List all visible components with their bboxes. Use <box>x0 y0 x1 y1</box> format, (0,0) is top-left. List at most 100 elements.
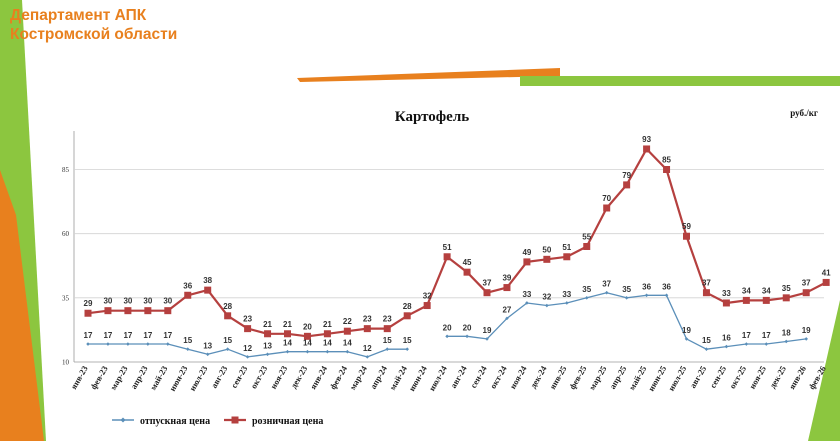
data-label-wholesale: 17 <box>742 331 751 340</box>
data-point-wholesale <box>185 347 190 351</box>
data-label-retail: 23 <box>363 315 372 324</box>
data-point-wholesale <box>584 296 589 300</box>
x-tick-label: авг-25 <box>688 364 709 390</box>
data-point-wholesale <box>565 301 569 305</box>
data-point-retail <box>323 330 331 338</box>
data-point-wholesale <box>285 349 290 354</box>
data-point-wholesale <box>146 342 150 346</box>
x-tick-label: окт-24 <box>488 363 509 390</box>
data-label-wholesale: 19 <box>483 326 492 335</box>
data-label-wholesale: 20 <box>443 323 452 332</box>
data-point-wholesale <box>724 344 729 349</box>
data-label-wholesale: 13 <box>203 341 212 350</box>
data-point-wholesale <box>804 337 808 341</box>
series-line-retail <box>87 147 827 338</box>
x-tick-label: окт-25 <box>727 364 748 390</box>
data-label-retail: 37 <box>702 279 711 288</box>
top-green-bar <box>520 76 840 86</box>
data-point-wholesale <box>764 342 769 346</box>
left-orange-stripe <box>0 170 44 441</box>
data-point-retail <box>643 145 651 153</box>
data-label-wholesale: 12 <box>363 344 372 353</box>
data-point-wholesale <box>664 293 669 298</box>
data-label-retail: 70 <box>602 194 611 203</box>
data-label-wholesale: 17 <box>84 331 93 340</box>
data-point-retail <box>543 255 551 263</box>
data-point-wholesale <box>365 355 370 359</box>
data-point-retail <box>164 307 172 315</box>
y-tick-label: 60 <box>62 230 70 238</box>
data-point-wholesale <box>205 352 210 357</box>
data-point-retail <box>623 181 631 189</box>
data-point-retail <box>244 325 252 333</box>
data-point-retail <box>503 284 511 292</box>
data-point-retail <box>822 278 830 286</box>
data-label-wholesale: 18 <box>782 328 791 337</box>
data-point-retail <box>683 232 690 240</box>
data-point-wholesale <box>445 334 449 339</box>
data-label-wholesale: 15 <box>183 336 192 345</box>
data-label-wholesale: 27 <box>502 305 511 314</box>
data-point-retail <box>104 307 112 315</box>
x-tick-label: июл-25 <box>666 364 688 393</box>
data-point-wholesale <box>505 316 509 321</box>
x-tick-label: дек-24 <box>528 363 549 390</box>
data-point-wholesale <box>86 342 90 346</box>
x-tick-label: ноя-23 <box>268 364 289 391</box>
data-point-wholesale <box>225 347 230 351</box>
data-label-retail: 33 <box>722 289 731 298</box>
data-point-retail <box>563 253 571 261</box>
data-point-retail <box>722 299 730 307</box>
data-label-retail: 22 <box>343 317 352 326</box>
data-label-wholesale: 15 <box>403 336 412 345</box>
data-label-retail: 93 <box>642 135 651 144</box>
x-tick-label: июл-24 <box>427 363 450 392</box>
data-point-wholesale <box>405 347 409 351</box>
data-label-wholesale: 17 <box>123 331 132 340</box>
data-label-retail: 45 <box>463 258 472 267</box>
unit-label: руб./кг <box>790 108 818 118</box>
data-point-retail <box>762 296 770 304</box>
data-label-retail: 55 <box>582 233 591 242</box>
data-label-wholesale: 19 <box>682 326 691 335</box>
data-label-wholesale: 35 <box>622 285 631 294</box>
x-tick-label: фев-25 <box>567 364 588 391</box>
data-point-retail <box>303 332 311 340</box>
legend-label-retail: розничная цена <box>252 416 323 427</box>
data-point-retail <box>702 289 710 297</box>
data-point-retail <box>583 243 591 250</box>
data-label-retail: 30 <box>143 297 152 306</box>
data-label-retail: 34 <box>742 286 751 295</box>
data-point-retail <box>663 166 671 173</box>
department-title-line2: Костромской области <box>10 26 178 43</box>
x-tick-label: апр-25 <box>607 364 628 391</box>
x-tick-label: июл-23 <box>187 364 209 393</box>
legend-marker-retail <box>231 416 239 424</box>
y-tick-label: 35 <box>62 294 70 302</box>
data-label-wholesale: 15 <box>702 336 711 345</box>
x-tick-label: апр-23 <box>128 364 149 391</box>
data-label-wholesale: 17 <box>762 331 771 340</box>
right-green-stripe <box>808 300 840 441</box>
data-label-retail: 21 <box>263 320 272 329</box>
data-point-wholesale <box>305 349 310 354</box>
legend: отпускная цена розничная цена <box>112 416 323 427</box>
data-point-wholesale <box>465 334 469 339</box>
data-label-retail: 23 <box>383 315 392 324</box>
data-point-wholesale <box>166 342 170 346</box>
x-tick-label: сен-25 <box>708 364 729 390</box>
x-tick-label: июн-24 <box>406 363 429 393</box>
data-label-wholesale: 16 <box>722 334 731 343</box>
x-tick-label: мар-24 <box>347 363 369 391</box>
data-label-retail: 37 <box>802 279 811 288</box>
data-label-retail: 21 <box>323 320 332 329</box>
data-point-retail <box>383 325 391 333</box>
data-label-wholesale: 12 <box>243 344 252 353</box>
data-point-wholesale <box>744 342 749 346</box>
data-point-retail <box>144 307 152 315</box>
data-label-wholesale: 36 <box>642 282 651 291</box>
data-label-wholesale: 35 <box>582 285 591 294</box>
series-lines <box>87 147 827 358</box>
data-point-wholesale <box>345 349 350 354</box>
